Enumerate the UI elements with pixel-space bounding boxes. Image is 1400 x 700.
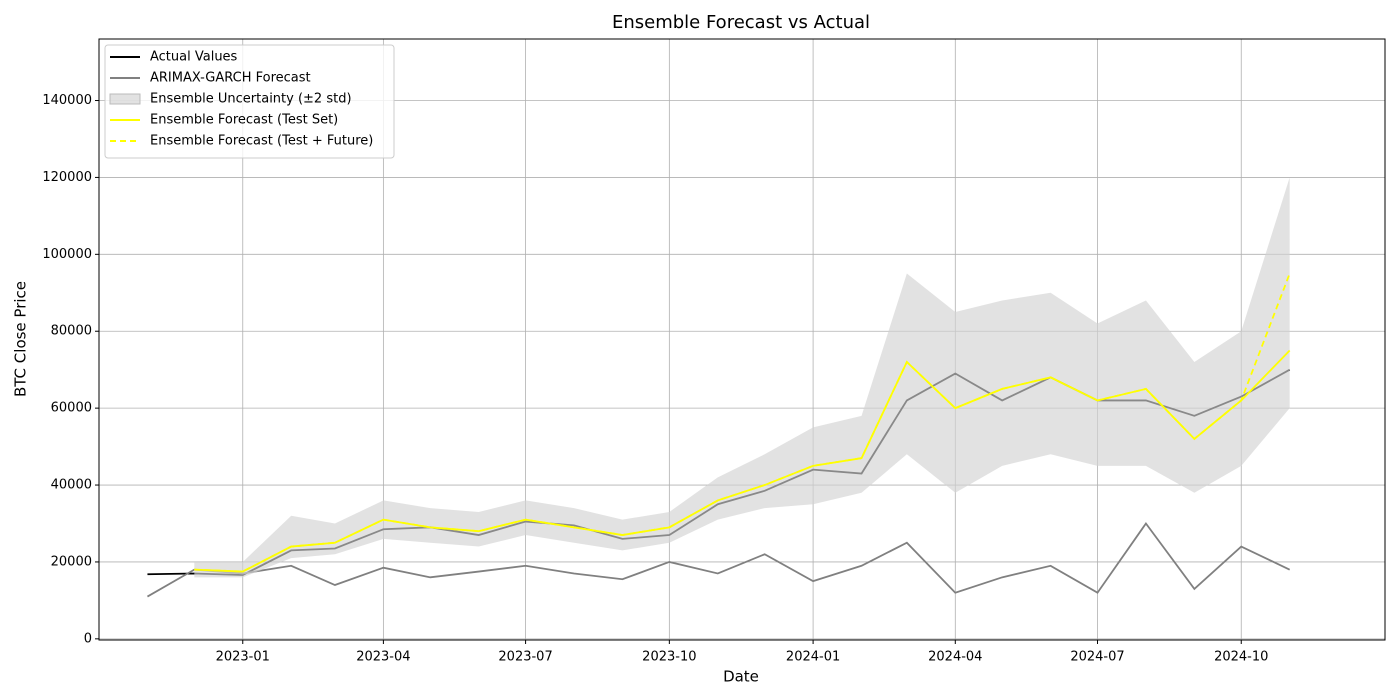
y-axis-label: BTC Close Price xyxy=(12,281,30,397)
legend-label: Ensemble Forecast (Test Set) xyxy=(150,113,338,128)
legend-label: Ensemble Uncertainty (±2 std) xyxy=(150,92,352,107)
y-tick-label: 60000 xyxy=(51,401,92,416)
x-axis-label: Date xyxy=(723,668,759,686)
legend-label: ARIMAX-GARCH Forecast xyxy=(150,71,311,86)
y-tick-label: 140000 xyxy=(42,93,92,108)
y-tick-label: 100000 xyxy=(42,247,92,262)
y-tick-label: 20000 xyxy=(51,554,92,569)
y-tick-label: 80000 xyxy=(51,324,92,339)
legend-box xyxy=(104,44,395,159)
y-tick-label: 120000 xyxy=(42,170,92,185)
x-tick-label: 2024-01 xyxy=(786,650,840,665)
x-tick-label: 2023-07 xyxy=(498,650,552,665)
legend-label: Ensemble Forecast (Test + Future) xyxy=(150,134,373,149)
x-tick-label: 2024-10 xyxy=(1214,650,1268,665)
uncertainty-band xyxy=(194,177,1290,578)
x-tick-label: 2023-01 xyxy=(216,650,270,665)
x-tick-label: 2024-04 xyxy=(928,650,982,665)
series-line xyxy=(146,521,1291,598)
x-tick-label: 2023-10 xyxy=(642,650,696,665)
series-line xyxy=(194,273,1291,573)
y-tick-label: 40000 xyxy=(51,478,92,493)
y-tick-label: 0 xyxy=(84,631,92,646)
plot-frame xyxy=(98,38,1386,641)
legend-swatch xyxy=(109,93,141,105)
x-tick-label: 2024-07 xyxy=(1070,650,1124,665)
x-tick-label: 2023-04 xyxy=(356,650,410,665)
legend-label: Actual Values xyxy=(150,50,238,65)
chart-title: Ensemble Forecast vs Actual xyxy=(612,12,870,33)
legend: Actual Values ARIMAX-GARCH Forecast Ensemb… xyxy=(104,44,395,159)
